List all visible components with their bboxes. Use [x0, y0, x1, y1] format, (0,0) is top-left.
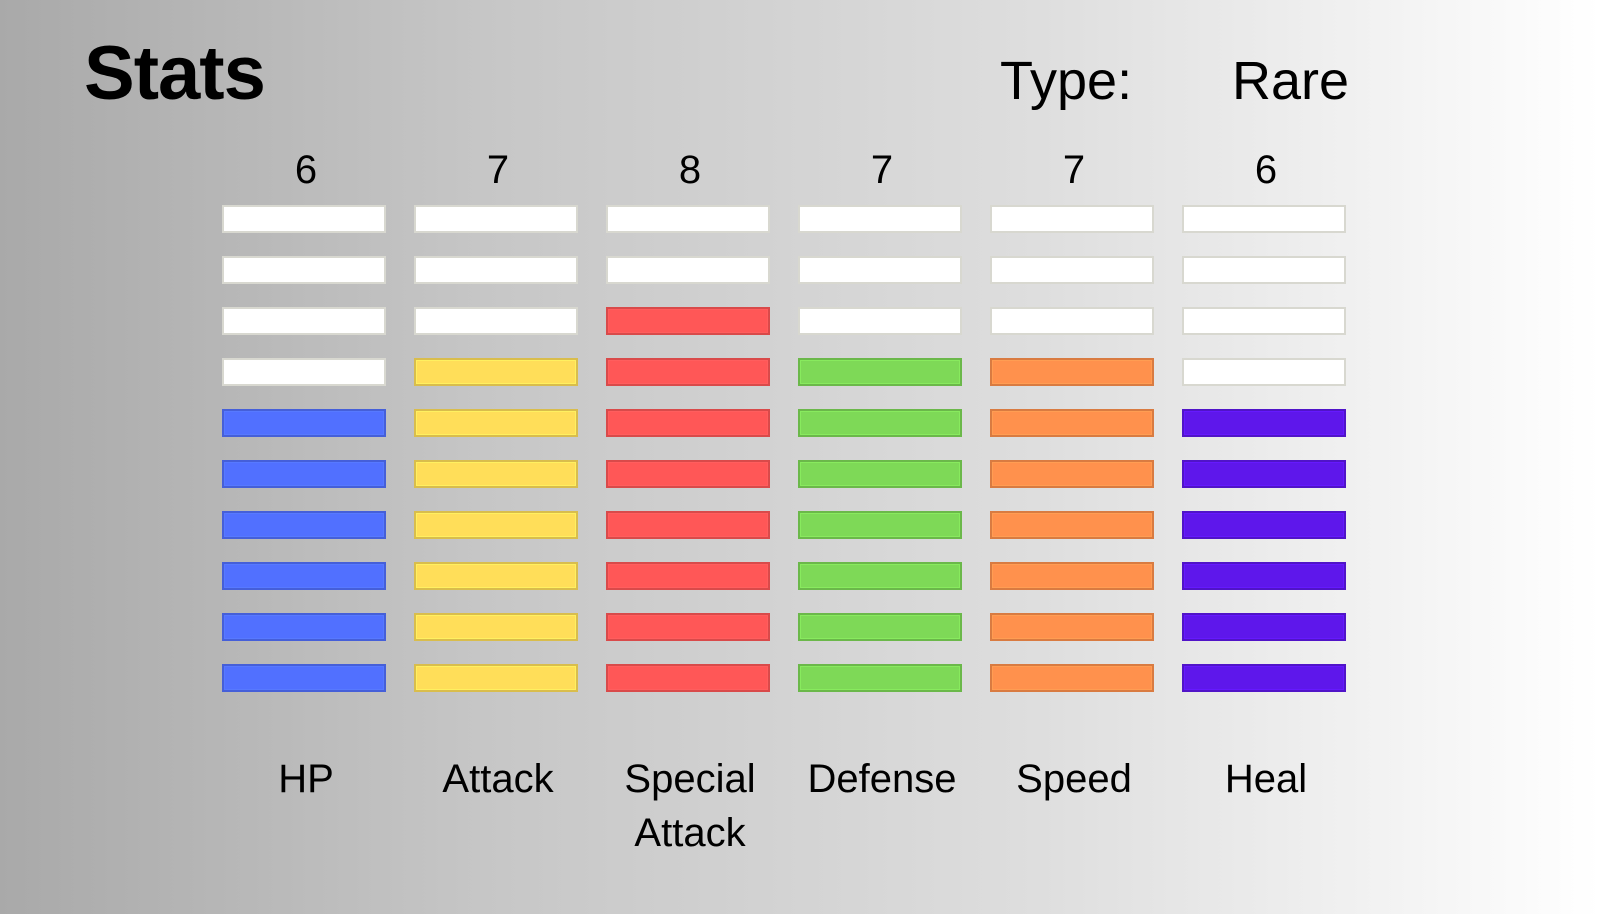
- stat-segment-empty-heal: [1182, 358, 1346, 386]
- stat-segment-filled-special-attack: [606, 511, 770, 539]
- stat-segment-filled-heal: [1182, 562, 1346, 590]
- page-title: Stats: [84, 31, 266, 116]
- stat-segment-filled-defense: [798, 409, 962, 437]
- stat-segment-filled-attack: [414, 511, 578, 539]
- stat-segment-filled-speed: [990, 562, 1154, 590]
- stat-segment-filled-defense: [798, 613, 962, 641]
- stat-segment-empty-attack: [414, 256, 578, 284]
- stat-segment-empty-defense: [798, 307, 962, 335]
- stat-value-defense: 7: [870, 148, 894, 192]
- stat-segment-empty-heal: [1182, 205, 1346, 233]
- stat-value-attack: 7: [486, 148, 510, 192]
- stat-segment-filled-hp: [222, 460, 386, 488]
- stat-segment-filled-attack: [414, 358, 578, 386]
- stat-segment-empty-hp: [222, 358, 386, 386]
- stat-segment-filled-attack: [414, 460, 578, 488]
- stat-segment-filled-heal: [1182, 511, 1346, 539]
- stat-value-heal: 6: [1254, 148, 1278, 192]
- stat-segment-filled-special-attack: [606, 562, 770, 590]
- stat-segment-empty-defense: [798, 205, 962, 233]
- stat-segment-empty-hp: [222, 307, 386, 335]
- stat-label-attack: Attack: [442, 757, 554, 801]
- stat-segment-filled-heal: [1182, 409, 1346, 437]
- stat-segment-empty-special-attack: [606, 256, 770, 284]
- stat-segment-filled-defense: [798, 562, 962, 590]
- stat-segment-filled-hp: [222, 562, 386, 590]
- stat-label-hp: HP: [278, 757, 334, 801]
- type-label: Type:: [1000, 51, 1133, 111]
- type-value: Rare: [1232, 51, 1350, 111]
- stat-segment-empty-heal: [1182, 256, 1346, 284]
- stat-segment-filled-special-attack: [606, 460, 770, 488]
- stat-segment-filled-defense: [798, 358, 962, 386]
- stat-segment-filled-special-attack: [606, 358, 770, 386]
- stat-segment-empty-special-attack: [606, 205, 770, 233]
- stat-segment-filled-hp: [222, 613, 386, 641]
- stat-segment-filled-speed: [990, 664, 1154, 692]
- stat-segment-filled-special-attack: [606, 664, 770, 692]
- stat-label-special-attack: Special Attack: [624, 757, 756, 855]
- stat-label-defense: Defense: [807, 757, 957, 801]
- stat-label-speed: Speed: [1016, 757, 1132, 801]
- stat-segment-filled-defense: [798, 664, 962, 692]
- stat-value-hp: 6: [294, 148, 318, 192]
- stat-segment-empty-heal: [1182, 307, 1346, 335]
- stat-segment-filled-speed: [990, 460, 1154, 488]
- stat-label-heal: Heal: [1224, 757, 1308, 801]
- stat-segment-empty-hp: [222, 256, 386, 284]
- stat-segment-filled-defense: [798, 511, 962, 539]
- stat-segment-filled-hp: [222, 664, 386, 692]
- stat-segment-filled-hp: [222, 409, 386, 437]
- stat-segment-filled-speed: [990, 409, 1154, 437]
- stat-segment-filled-attack: [414, 562, 578, 590]
- stat-segment-empty-attack: [414, 205, 578, 233]
- stat-segment-filled-special-attack: [606, 307, 770, 335]
- stat-segment-filled-special-attack: [606, 613, 770, 641]
- stat-segment-filled-attack: [414, 613, 578, 641]
- stat-segment-filled-heal: [1182, 613, 1346, 641]
- stat-segment-filled-heal: [1182, 664, 1346, 692]
- stat-segment-filled-speed: [990, 358, 1154, 386]
- stat-value-special-attack: 8: [678, 148, 702, 192]
- stat-segment-empty-defense: [798, 256, 962, 284]
- stat-segment-filled-attack: [414, 409, 578, 437]
- stat-segment-empty-attack: [414, 307, 578, 335]
- stat-segment-filled-attack: [414, 664, 578, 692]
- stat-segment-filled-hp: [222, 511, 386, 539]
- stat-segment-filled-speed: [990, 613, 1154, 641]
- stat-segment-empty-speed: [990, 256, 1154, 284]
- stat-segment-filled-speed: [990, 511, 1154, 539]
- stat-segment-empty-speed: [990, 307, 1154, 335]
- stat-segment-filled-defense: [798, 460, 962, 488]
- stat-segment-filled-special-attack: [606, 409, 770, 437]
- stat-segment-empty-speed: [990, 205, 1154, 233]
- stat-value-speed: 7: [1062, 148, 1086, 192]
- stat-segment-empty-hp: [222, 205, 386, 233]
- stat-segment-filled-heal: [1182, 460, 1346, 488]
